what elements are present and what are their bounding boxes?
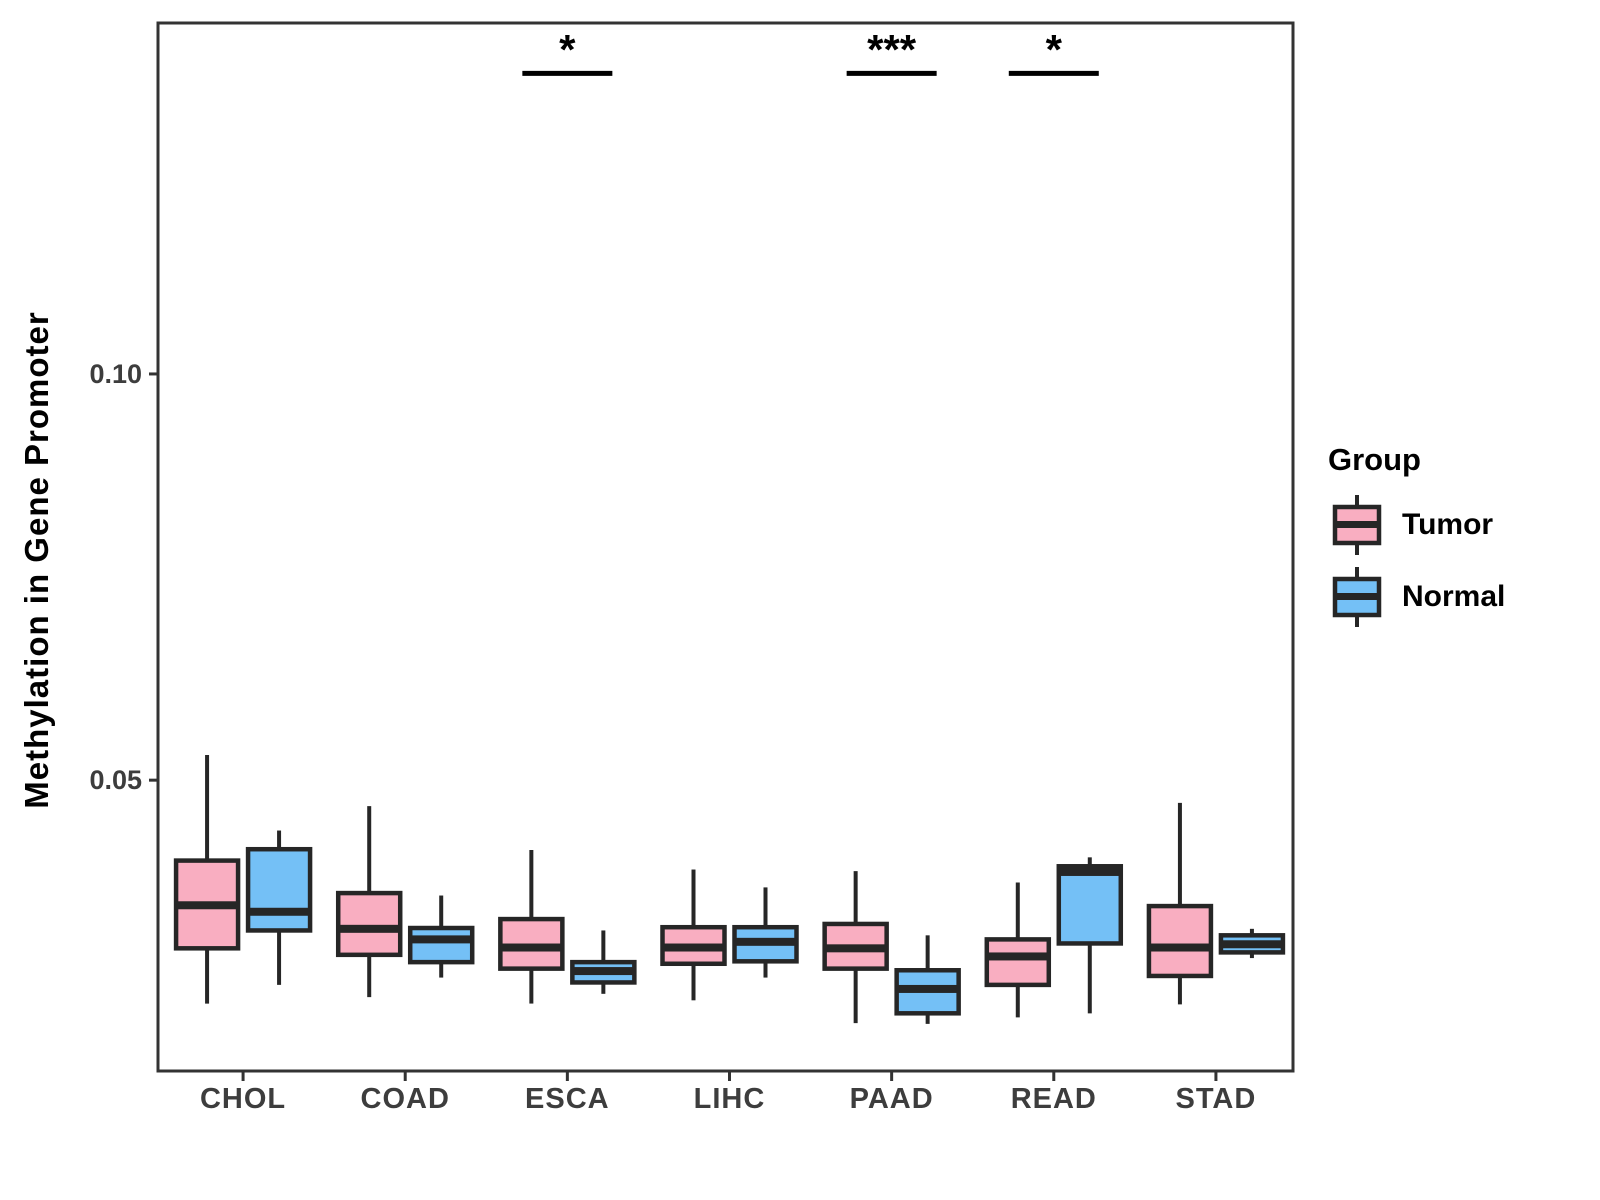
median-normal-read xyxy=(1057,867,1122,876)
median-normal-stad xyxy=(1219,940,1284,949)
boxplot-glyph-normal-icon xyxy=(1332,567,1382,627)
legend-item-tumor: Tumor xyxy=(1328,494,1588,556)
y-tick-label-0.10: 0.10 xyxy=(89,358,142,389)
median-normal-lihc xyxy=(733,937,798,946)
x-tick-label-read: READ xyxy=(1010,1083,1097,1115)
median-tumor-read xyxy=(985,952,1050,961)
box-normal-chol xyxy=(245,846,313,933)
median-tumor-chol xyxy=(175,901,240,910)
median-normal-chol xyxy=(247,907,312,916)
box-normal-coad xyxy=(407,925,475,965)
median-tumor-coad xyxy=(337,924,402,933)
legend-label-tumor: Tumor xyxy=(1402,508,1494,541)
x-tick-label-stad: STAD xyxy=(1175,1083,1257,1115)
boxplot-glyph-tumor-icon xyxy=(1332,495,1382,555)
box-normal-read xyxy=(1056,864,1124,946)
median-normal-esca xyxy=(571,967,636,976)
median-tumor-lihc xyxy=(661,943,726,952)
legend: Group Tumor Normal xyxy=(1328,442,1588,638)
median-tumor-paad xyxy=(823,944,888,953)
legend-item-normal: Normal xyxy=(1328,566,1588,628)
panel-border xyxy=(156,21,1295,1073)
legend-label-normal: Normal xyxy=(1402,580,1506,613)
box-tumor-coad xyxy=(335,890,403,958)
x-tick-label-lihc: LIHC xyxy=(693,1083,766,1115)
x-tick-label-esca: ESCA xyxy=(525,1083,610,1115)
significance-label-read: * xyxy=(1045,26,1062,74)
x-tick-label-coad: COAD xyxy=(360,1083,450,1115)
legend-title: Group xyxy=(1328,442,1421,477)
significance-label-paad: *** xyxy=(867,26,917,74)
median-tumor-stad xyxy=(1147,943,1212,952)
x-tick-label-chol: CHOL xyxy=(199,1083,287,1115)
median-normal-paad xyxy=(895,984,960,993)
median-normal-coad xyxy=(409,935,474,944)
y-tick-label-0.05: 0.05 xyxy=(89,765,142,796)
median-tumor-esca xyxy=(499,943,564,952)
box-tumor-stad xyxy=(1146,903,1214,979)
significance-label-esca: * xyxy=(559,26,576,74)
x-tick-label-paad: PAAD xyxy=(849,1083,934,1115)
box-tumor-read xyxy=(984,937,1052,988)
